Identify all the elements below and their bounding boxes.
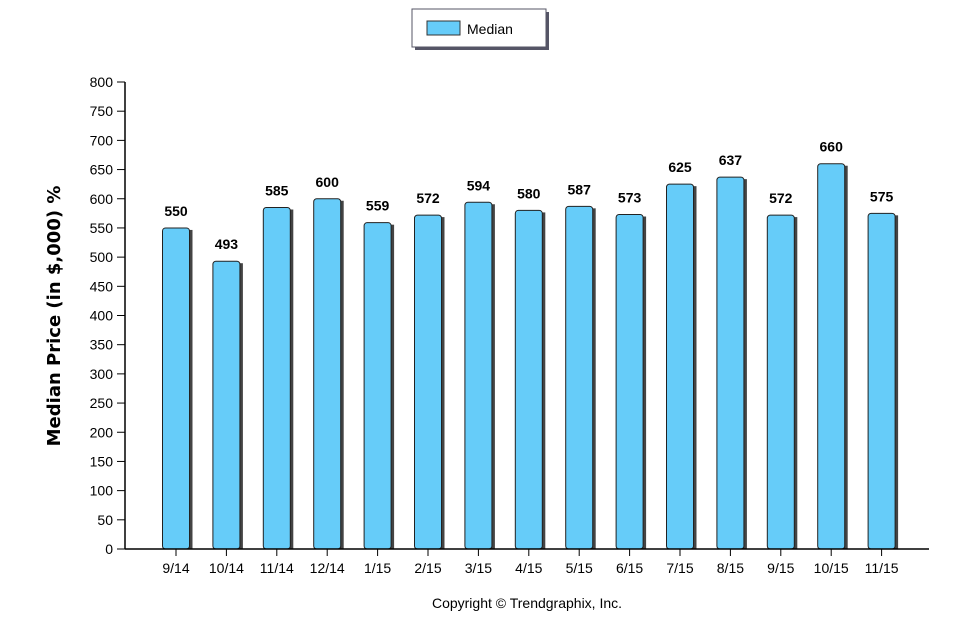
- y-tick-label: 750: [90, 103, 114, 119]
- data-label: 572: [416, 190, 440, 206]
- bars: 550 493 585 600 559 572 594 580 587 573 625 637 572 6…: [162, 139, 899, 550]
- bar-10-14: [212, 260, 241, 550]
- x-tick-label: 9/15: [767, 560, 794, 576]
- x-tick-label: 11/15: [865, 560, 899, 576]
- bar-11-14: [262, 207, 291, 550]
- x-tick-label: 1/15: [364, 560, 391, 576]
- x-tick-label: 3/15: [465, 560, 492, 576]
- data-label: 575: [870, 188, 894, 204]
- legend-label: Median: [467, 21, 513, 37]
- data-label: 493: [215, 236, 239, 252]
- bar-9-14: [162, 227, 190, 550]
- bar-1-15: [363, 222, 392, 550]
- y-axis-ticks: 0 50 100 150 200 250 300 350 400 450 500 550 600 650 7…: [90, 74, 125, 557]
- y-tick-label: 300: [90, 366, 114, 382]
- bar-2-15: [414, 214, 442, 550]
- x-tick-label: 4/15: [515, 560, 542, 576]
- x-tick-label: 2/15: [414, 560, 441, 576]
- copyright-text: Copyright © Trendgraphix, Inc.: [432, 595, 622, 611]
- bar-12-14: [313, 198, 342, 550]
- y-axis-label: Median Price (in $,000) %: [44, 186, 65, 447]
- y-tick-label: 500: [90, 249, 114, 265]
- bar-10-15: [817, 163, 846, 550]
- data-label: 600: [316, 174, 340, 190]
- data-label: 585: [265, 183, 289, 199]
- y-tick-label: 350: [90, 337, 114, 353]
- legend-swatch: [426, 20, 461, 36]
- y-tick-label: 800: [90, 74, 114, 90]
- y-tick-label: 450: [90, 278, 114, 294]
- data-label: 573: [618, 190, 642, 206]
- x-tick-label: 5/15: [566, 560, 593, 576]
- bar-8-15: [716, 176, 745, 550]
- bar-4-15: [514, 209, 543, 550]
- y-tick-label: 700: [90, 132, 114, 148]
- x-axis-ticks: 9/14 10/14 11/14 12/14 1/15 2/15 3/15 4/15 5/15 6…: [162, 549, 899, 576]
- x-tick-label: 10/15: [814, 560, 849, 576]
- bar-11-15: [867, 212, 896, 550]
- y-tick-label: 0: [105, 541, 113, 557]
- y-tick-label: 650: [90, 162, 114, 178]
- data-label: 550: [164, 203, 188, 219]
- y-tick-label: 100: [90, 483, 114, 499]
- x-tick-label: 8/15: [717, 560, 744, 576]
- legend: Median: [411, 8, 549, 50]
- data-label: 637: [719, 152, 743, 168]
- y-tick-label: 150: [90, 453, 114, 469]
- data-label: 594: [467, 177, 491, 193]
- bar-9-15: [766, 214, 795, 550]
- data-label: 625: [668, 159, 692, 175]
- bar-7-15: [666, 183, 694, 550]
- x-tick-label: 11/14: [260, 560, 294, 576]
- y-tick-label: 400: [90, 308, 114, 324]
- data-label: 572: [769, 190, 793, 206]
- y-tick-label: 50: [97, 512, 113, 528]
- data-label: 559: [366, 198, 390, 214]
- data-label: 660: [820, 139, 844, 155]
- x-tick-label: 10/14: [209, 560, 244, 576]
- bar-3-15: [464, 201, 493, 550]
- y-tick-label: 550: [90, 220, 114, 236]
- y-tick-label: 600: [90, 191, 114, 207]
- y-tick-label: 250: [90, 395, 114, 411]
- data-label: 580: [517, 185, 541, 201]
- x-tick-label: 12/14: [310, 560, 345, 576]
- data-label: 587: [568, 181, 592, 197]
- bar-5-15: [565, 205, 594, 550]
- bar-6-15: [615, 214, 644, 550]
- x-tick-label: 7/15: [666, 560, 693, 576]
- x-tick-label: 9/14: [162, 560, 189, 576]
- y-tick-label: 200: [90, 424, 114, 440]
- x-tick-label: 6/15: [616, 560, 643, 576]
